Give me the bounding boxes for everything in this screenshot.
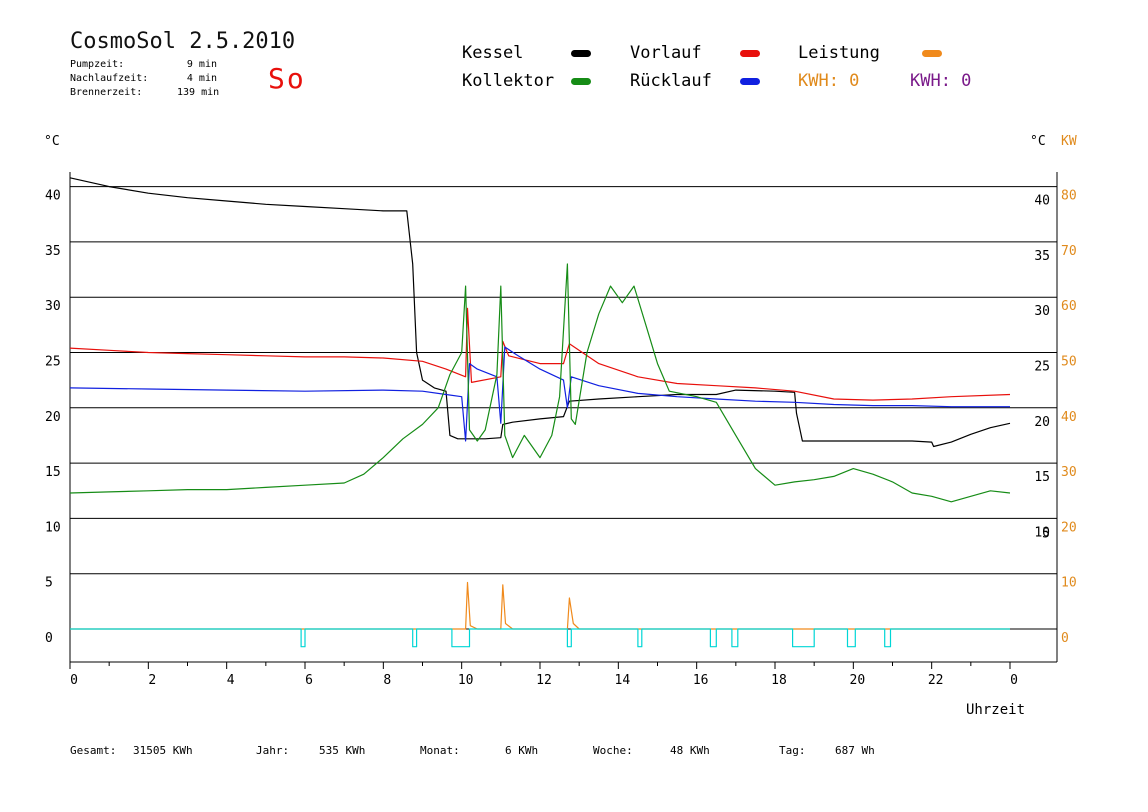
legend-label-kessel: Kessel xyxy=(462,43,524,63)
footer-monat-value: 6 KWh xyxy=(505,744,539,757)
footer-tag-label: Tag: xyxy=(779,744,806,757)
y-tick-right-c-20: 20 xyxy=(1034,415,1050,430)
x-tick-label-12: 0 xyxy=(1010,673,1018,688)
x-tick-label-10: 20 xyxy=(850,673,866,688)
stat-label-brennerzeit: Brennerzeit: xyxy=(70,87,143,98)
y-tick-right-kw-20: 20 xyxy=(1061,520,1077,535)
legend-swatch-kessel xyxy=(571,50,591,57)
y-tick-left-40: 40 xyxy=(45,189,61,204)
x-tick-label-7: 14 xyxy=(615,673,631,688)
weekday-label: So xyxy=(268,62,306,95)
y-tick-left-20: 20 xyxy=(45,410,61,425)
kwh-orange-readout: KWH: 0 xyxy=(798,71,860,91)
series-line-kollektor xyxy=(69,263,1011,503)
page-title: CosmoSol 2.5.2010 xyxy=(70,29,296,54)
x-tick-label-6: 12 xyxy=(536,673,552,688)
legend-label-kollektor: Kollektor xyxy=(462,71,555,91)
y-tick-right-kw-40: 40 xyxy=(1061,410,1077,425)
legend-swatch-leistung xyxy=(922,50,942,57)
stat-label-nachlaufzeit: Nachlaufzeit: xyxy=(70,73,149,84)
chart-grid xyxy=(70,186,1057,575)
y-tick-right-c-15: 15 xyxy=(1034,470,1050,485)
y-tick-right-kw-80: 80 xyxy=(1061,189,1077,204)
y-tick-right-c-40: 40 xyxy=(1034,194,1050,209)
right-unit-kw: KW xyxy=(1061,134,1077,149)
footer-woche-value: 48 KWh xyxy=(670,744,710,757)
y-tick-right-kw-30: 30 xyxy=(1061,465,1077,480)
y-tick-right-c-5: 5 xyxy=(1042,527,1050,542)
x-tick-label-8: 16 xyxy=(693,673,709,688)
x-tick-label-4: 8 xyxy=(383,673,391,688)
footer-monat-label: Monat: xyxy=(420,744,460,757)
y-tick-right-kw-60: 60 xyxy=(1061,299,1077,314)
chart-series xyxy=(69,177,1011,648)
y-tick-left-10: 10 xyxy=(45,520,61,535)
stat-label-pumpzeit: Pumpzeit: xyxy=(70,59,125,70)
legend-label-vorlauf: Vorlauf xyxy=(630,43,702,63)
footer-jahr-value: 535 KWh xyxy=(319,744,366,757)
x-tick-label-9: 18 xyxy=(771,673,787,688)
y-tick-right-kw-10: 10 xyxy=(1061,576,1077,591)
y-tick-left-30: 30 xyxy=(45,299,61,314)
footer-gesamt-label: Gesamt: xyxy=(70,744,117,757)
stat-value-pumpzeit: 9 min xyxy=(186,59,217,70)
y-tick-right-c-25: 25 xyxy=(1034,360,1050,375)
series-line-leistung xyxy=(70,581,1010,630)
x-tick-label-3: 6 xyxy=(305,673,313,688)
right-unit-celsius: °C xyxy=(1030,134,1046,149)
x-tick-label-0: 0 xyxy=(70,673,78,688)
y-tick-right-kw-50: 50 xyxy=(1061,355,1077,370)
y-tick-right-kw-70: 70 xyxy=(1061,244,1077,259)
left-unit-label: °C xyxy=(44,134,60,149)
legend-label-ruecklauf: Rücklauf xyxy=(630,71,712,91)
x-axis-label: Uhrzeit xyxy=(966,702,1026,718)
y-tick-left-25: 25 xyxy=(45,355,61,370)
series-line-ruecklauf xyxy=(69,346,1010,442)
footer-gesamt-value: 31505 KWh xyxy=(133,744,193,757)
series-line-kessel xyxy=(69,177,1011,448)
kwh-purple-readout: KWH: 0 xyxy=(910,71,972,91)
legend-swatch-ruecklauf xyxy=(740,78,760,85)
y-tick-left-5: 5 xyxy=(45,576,53,591)
x-tick-label-1: 2 xyxy=(148,673,156,688)
series-line-status-5 xyxy=(70,628,1010,648)
y-tick-right-c-30: 30 xyxy=(1034,304,1050,319)
y-tick-right-kw-0: 0 xyxy=(1061,631,1069,646)
chart-ticks: 0 2 4 6 8 10 12 14 16 18 20 22 005101520253035405101… xyxy=(45,189,1077,688)
x-tick-label-5: 10 xyxy=(458,673,474,688)
y-tick-right-c-10: 10 xyxy=(1034,525,1050,540)
footer-jahr-label: Jahr: xyxy=(256,744,290,757)
y-tick-left-0: 0 xyxy=(45,631,53,646)
x-tick-label-2: 4 xyxy=(227,673,235,688)
footer-tag-value: 687 Wh xyxy=(835,744,875,757)
series-line-vorlauf xyxy=(69,307,1011,401)
y-tick-left-15: 15 xyxy=(45,465,61,480)
stat-value-brennerzeit: 139 min xyxy=(177,87,220,98)
legend-swatch-vorlauf xyxy=(740,50,760,57)
y-tick-right-c-35: 35 xyxy=(1034,249,1050,264)
footer-woche-label: Woche: xyxy=(593,744,633,757)
legend-swatch-kollektor xyxy=(571,78,591,85)
legend-label-leistung: Leistung xyxy=(798,43,880,63)
x-tick-label-11: 22 xyxy=(928,673,944,688)
y-tick-left-35: 35 xyxy=(45,244,61,259)
stat-value-nachlaufzeit: 4 min xyxy=(186,73,217,84)
